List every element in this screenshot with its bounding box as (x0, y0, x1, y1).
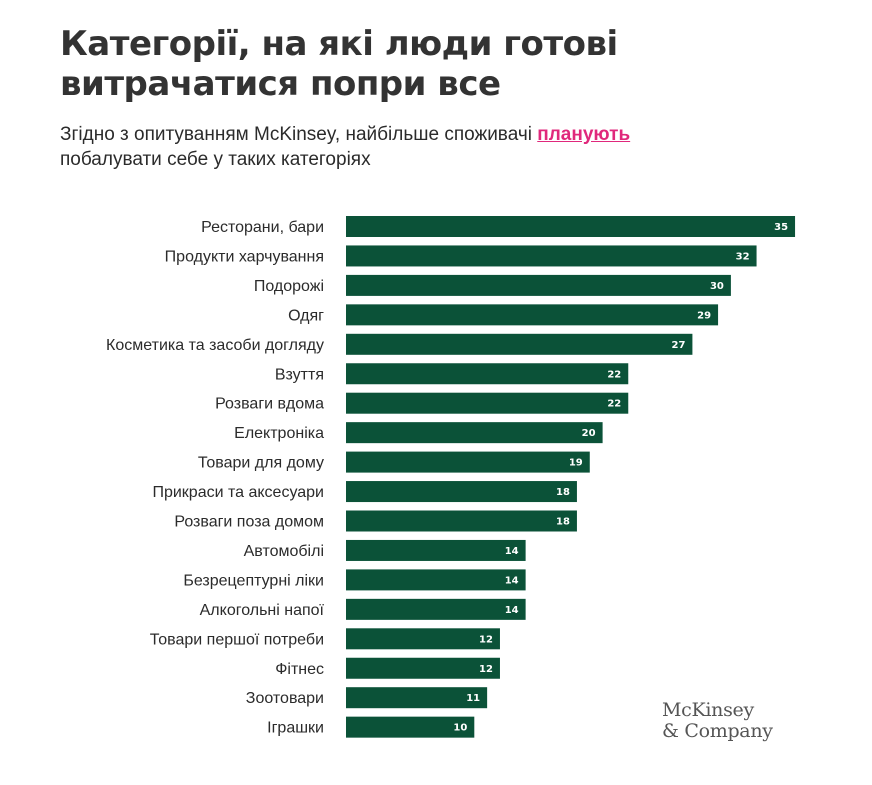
data-label: 12 (479, 634, 493, 645)
bar (346, 245, 757, 267)
bar (346, 510, 577, 532)
category-label: Розваги вдома (215, 396, 324, 413)
category-label: Продукти харчування (165, 248, 324, 265)
bar (346, 392, 629, 414)
data-label: 18 (556, 487, 570, 498)
data-label: 14 (505, 605, 519, 616)
bar-chart: Ресторани, бари 35 Продукти харчування 32 По… (106, 216, 796, 738)
category-label: Іграшки (267, 720, 324, 737)
data-label: 20 (582, 428, 596, 439)
category-label: Подорожі (254, 278, 324, 295)
bar (346, 274, 731, 296)
data-label: 35 (774, 222, 788, 233)
data-label: 14 (505, 546, 519, 557)
chart-title-line1: Категорії, на які люди готові (60, 24, 618, 64)
chart-title-line2: витрачатися попри все (60, 64, 501, 104)
category-label: Автомобілі (244, 543, 324, 560)
bar (346, 716, 475, 738)
bar (346, 657, 500, 679)
bar (346, 481, 577, 503)
category-label: Алкогольні напої (200, 602, 325, 619)
bar (346, 539, 526, 561)
data-label: 29 (697, 310, 711, 321)
bar (346, 363, 629, 385)
category-label: Зоотовари (246, 690, 324, 707)
category-label: Взуття (275, 366, 324, 383)
bar (346, 216, 796, 237)
bar (346, 598, 526, 620)
data-label: 27 (671, 340, 685, 351)
bar (346, 569, 526, 591)
chart-title: Категорії, на які люди готові витрачатис… (60, 24, 820, 104)
bar (346, 628, 500, 650)
data-label: 10 (453, 723, 467, 734)
data-label: 11 (466, 693, 480, 704)
bar (346, 422, 603, 444)
data-label: 14 (505, 575, 519, 586)
logo-line2: & Company (662, 720, 773, 742)
category-label: Ресторани, бари (201, 219, 324, 236)
category-label: Безрецептурні ліки (183, 572, 324, 589)
data-label: 22 (607, 399, 621, 410)
data-label: 22 (607, 369, 621, 380)
mckinsey-logo: McKinsey & Company (662, 700, 812, 742)
chart-subtitle: Згідно з опитуванням McKinsey, найбільше… (60, 122, 780, 172)
data-label: 30 (710, 281, 724, 292)
data-label: 12 (479, 664, 493, 675)
category-label: Прикраси та аксесуари (152, 484, 324, 501)
category-label: Одяг (288, 307, 324, 324)
category-label: Товари для дому (198, 455, 324, 472)
category-label: Товари першої потреби (150, 631, 324, 648)
bar (346, 304, 719, 326)
subtitle-text-end: побалувати себе у таких категоріях (60, 149, 371, 170)
bar (346, 687, 488, 709)
data-label: 32 (736, 251, 750, 262)
data-label: 18 (556, 517, 570, 528)
category-label: Електроніка (234, 425, 324, 442)
category-label: Косметика та засоби догляду (106, 337, 324, 354)
category-label: Фітнес (275, 661, 324, 678)
bar (346, 451, 590, 473)
subtitle-text-start: Згідно з опитуванням McKinsey, найбільше… (60, 124, 538, 145)
category-label: Розваги поза домом (174, 514, 324, 531)
logo-line1: McKinsey (662, 699, 754, 721)
subtitle-highlight: планують (537, 124, 631, 145)
data-label: 19 (569, 458, 583, 469)
bar (346, 333, 693, 355)
